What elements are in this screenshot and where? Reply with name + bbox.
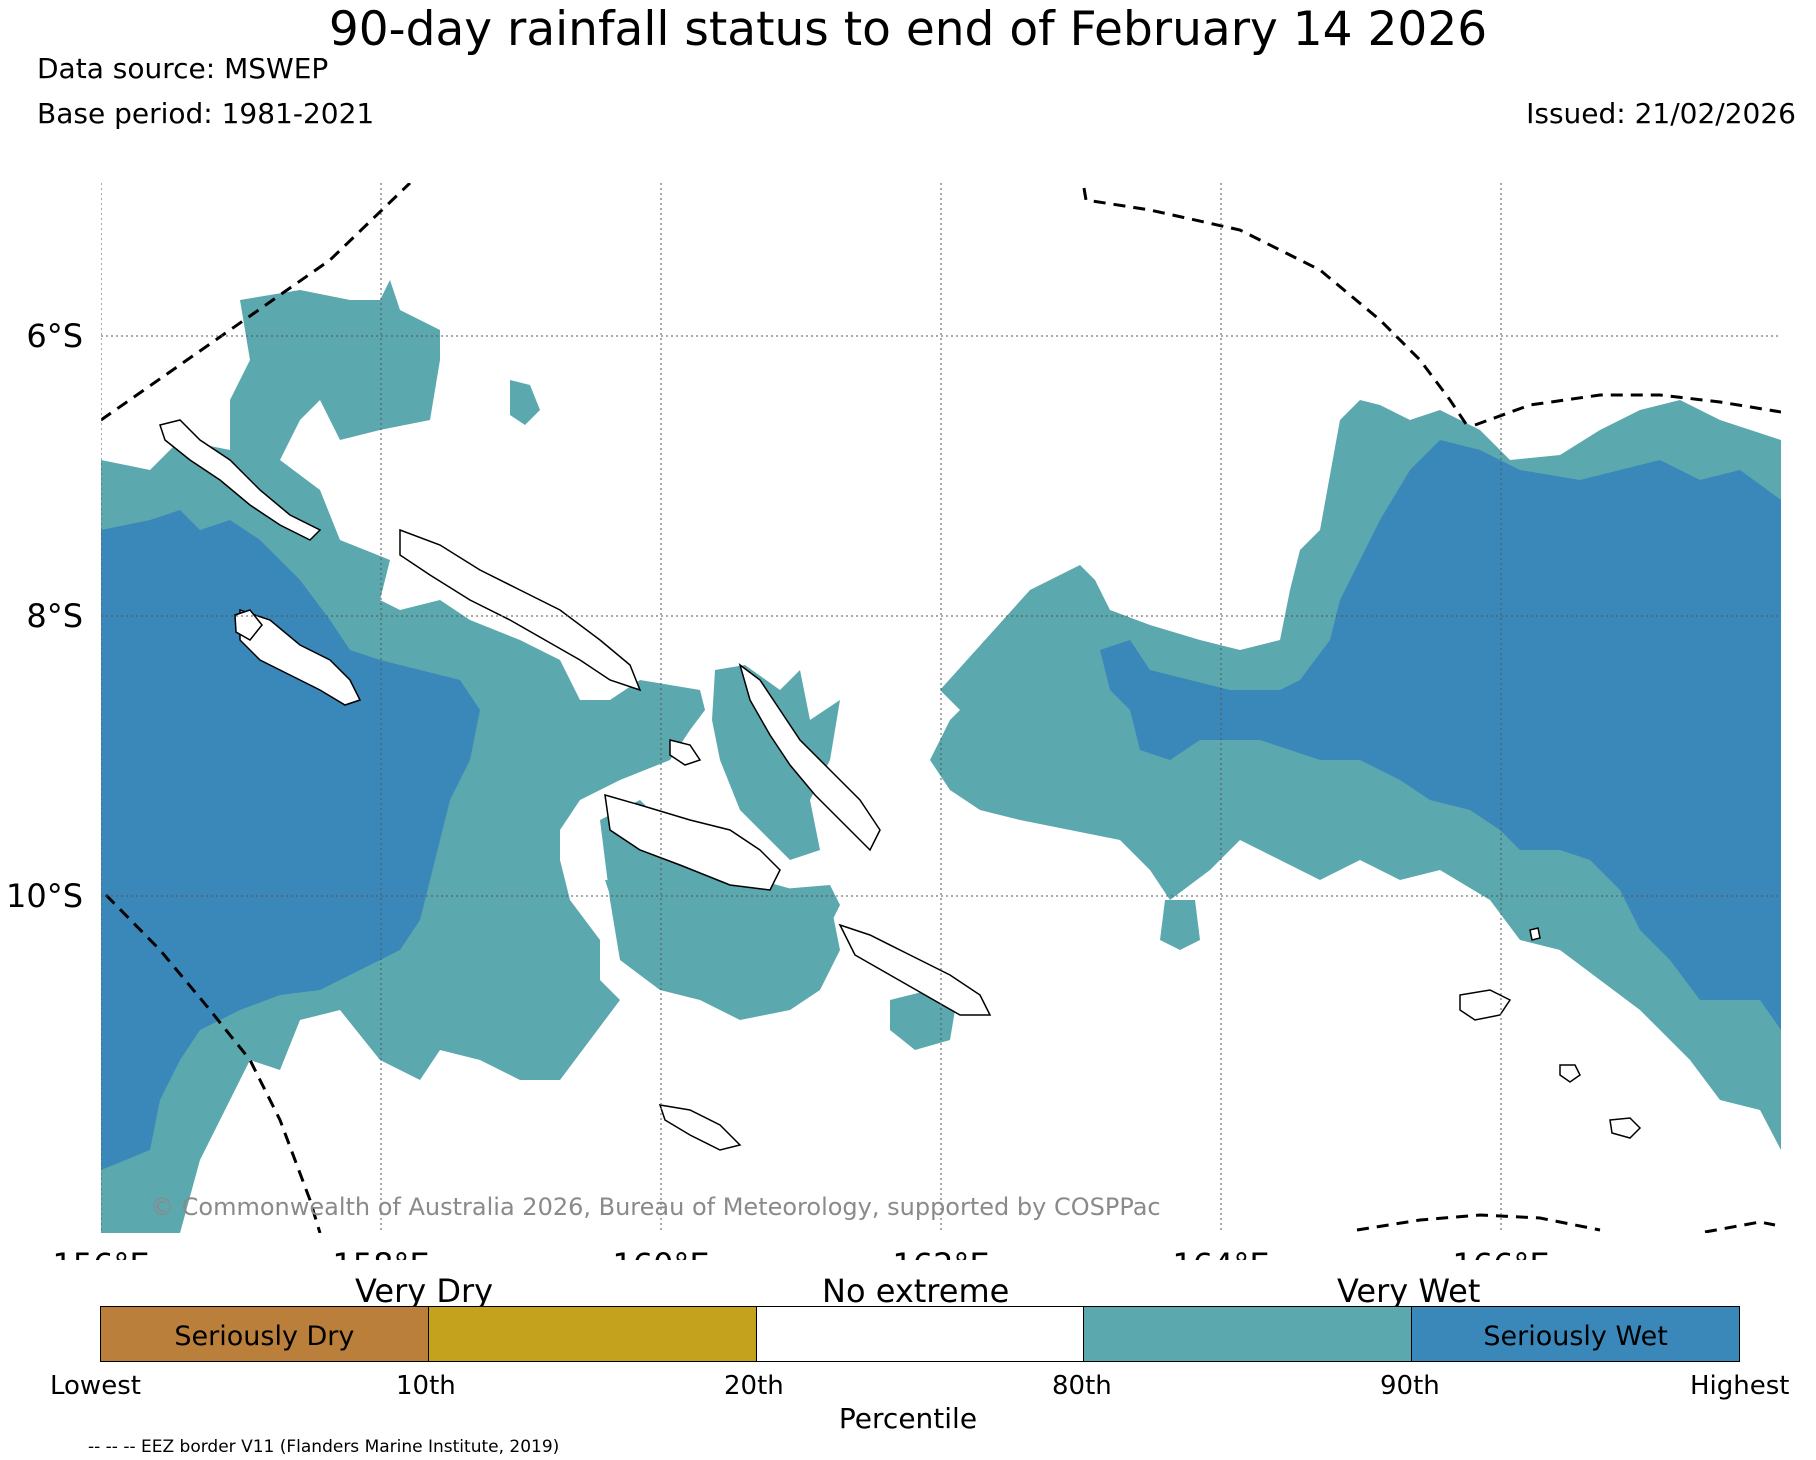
rennell-island xyxy=(658,1104,742,1151)
issued-date: Issued: 21/02/2026 xyxy=(1526,97,1796,130)
eez-borders xyxy=(101,183,1781,1233)
eez-border-e xyxy=(1474,393,1781,427)
copyright-notice: © Commonwealth of Australia 2026, Bureau… xyxy=(150,1193,1161,1221)
legend-color-bar: Seriously Dry Seriously Wet xyxy=(100,1306,1740,1362)
small-wet-patch-2 xyxy=(510,380,540,425)
legend-very-dry-label: Very Dry xyxy=(355,1272,494,1310)
legend-no-extreme-label: No extreme xyxy=(822,1272,1010,1310)
florida-islands xyxy=(669,739,702,766)
small-west-island xyxy=(234,609,263,641)
eez-border-note: -- -- -- EEZ border V11 (Flanders Marine… xyxy=(88,1437,560,1457)
small-wet-patch-1 xyxy=(890,990,955,1050)
tick-90th: 90th xyxy=(1380,1371,1440,1401)
new-georgia-island xyxy=(239,608,362,706)
santa-isabel-island xyxy=(399,528,642,692)
eez-border-se-2 xyxy=(1704,1220,1776,1233)
eez-border-se xyxy=(1356,1213,1601,1232)
map-title: 90-day rainfall status to end of Februar… xyxy=(328,2,1488,57)
lon-label-158e: 158°E xyxy=(332,1246,429,1260)
tick-80th: 80th xyxy=(1052,1371,1112,1401)
west-dark-region xyxy=(101,510,480,1170)
guadalcanal-island xyxy=(604,793,781,891)
legend-seriously-wet-label: Seriously Wet xyxy=(1483,1321,1668,1352)
east-dark-region xyxy=(1100,440,1781,1030)
legend-seg-seriously-wet: Seriously Wet xyxy=(1412,1307,1739,1361)
percentile-axis-label: Percentile xyxy=(838,1402,978,1435)
tick-10th: 10th xyxy=(396,1371,456,1401)
eez-border-sw xyxy=(104,893,322,1233)
east-small-patch xyxy=(1160,900,1200,950)
vanikoro-island xyxy=(1559,1064,1581,1083)
choiseul-island xyxy=(159,419,322,541)
utupua-island xyxy=(1609,1117,1642,1139)
legend-seg-very-wet xyxy=(1084,1307,1413,1361)
rainfall-map: 6°S 8°S 10°S 156°E 158°E 160°E 162°E 164… xyxy=(6,183,1781,1260)
tick-lowest: Lowest xyxy=(50,1371,141,1401)
tick-highest: Highest xyxy=(1690,1371,1790,1401)
legend-seg-no-extreme xyxy=(756,1307,1085,1361)
lat-label-8s: 8°S xyxy=(26,597,83,635)
lon-label-164e: 164°E xyxy=(1172,1246,1269,1260)
lon-label-160e: 160°E xyxy=(612,1246,709,1260)
lon-label-156e: 156°E xyxy=(52,1246,149,1260)
tick-20th: 20th xyxy=(724,1371,784,1401)
coastlines xyxy=(159,419,1642,1151)
central-south-band xyxy=(605,880,840,950)
eez-border-ne xyxy=(1082,187,1472,431)
legend-very-wet-label: Very Wet xyxy=(1337,1272,1481,1310)
small-east-islet xyxy=(1529,927,1541,941)
lon-label-166e: 166°E xyxy=(1452,1246,1549,1260)
lat-label-10s: 10°S xyxy=(6,877,83,915)
base-period: Base period: 1981-2021 xyxy=(37,97,375,130)
central-island-region xyxy=(712,665,840,860)
makira-island xyxy=(838,923,992,1016)
lon-label-162e: 162°E xyxy=(892,1246,989,1260)
legend-seg-very-dry xyxy=(428,1307,757,1361)
malaita-island xyxy=(738,663,881,852)
legend-seriously-dry-label: Seriously Dry xyxy=(174,1321,355,1352)
lat-label-6s: 6°S xyxy=(26,317,83,355)
santa-cruz-island xyxy=(1459,989,1512,1021)
graticule xyxy=(101,183,1781,1233)
data-source: Data source: MSWEP xyxy=(37,52,329,85)
legend-seg-seriously-dry: Seriously Dry xyxy=(101,1307,429,1361)
seriously-wet-regions xyxy=(101,440,1781,1170)
